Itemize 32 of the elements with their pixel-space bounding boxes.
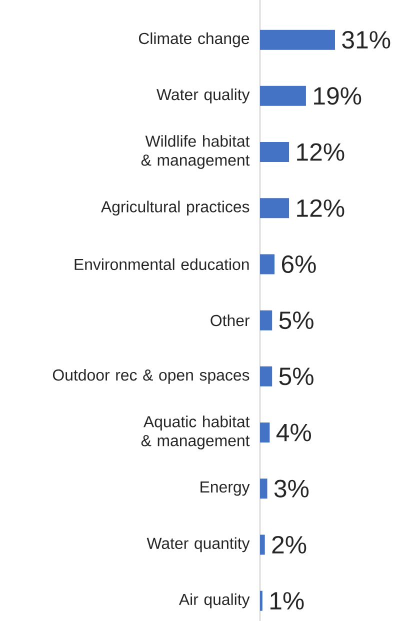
data-label: 19%: [314, 87, 362, 105]
bar: [260, 366, 272, 386]
data-label: 5%: [279, 368, 314, 386]
bar: [260, 254, 275, 274]
y-tick-label: Energy: [200, 481, 250, 496]
y-tick-label: Water quality: [156, 88, 250, 104]
data-label: 5%: [279, 312, 314, 330]
bar: [260, 534, 265, 555]
y-tick-label: Other: [210, 314, 250, 326]
data-label: 12%: [297, 199, 344, 217]
bar: [260, 198, 290, 218]
y-tick-label: Outdoor rec & open spaces: [52, 368, 250, 384]
y-tick-label: Environmental education: [74, 258, 249, 270]
data-label: 2%: [272, 536, 306, 554]
data-label: 3%: [274, 480, 309, 498]
data-label: 12%: [297, 143, 344, 161]
bar: [260, 310, 272, 330]
y-tick-label: Climate change: [138, 32, 250, 48]
y-tick-label: Wildlife habitat & management: [141, 135, 250, 169]
y-tick-label: Aquatic habitat & management: [141, 416, 250, 450]
data-label: 4%: [276, 424, 311, 442]
data-label: 1%: [270, 592, 304, 610]
bar: [260, 86, 306, 106]
data-label: 31%: [342, 31, 390, 49]
y-tick-label: Water quantity: [146, 537, 250, 552]
bar: [260, 142, 290, 162]
bar: [260, 30, 335, 50]
y-tick-label: Air quality: [178, 593, 250, 608]
bar: [260, 422, 270, 443]
bar: [260, 478, 268, 499]
y-tick-label: Agricultural practices: [101, 200, 250, 216]
data-label: 6%: [282, 255, 316, 274]
